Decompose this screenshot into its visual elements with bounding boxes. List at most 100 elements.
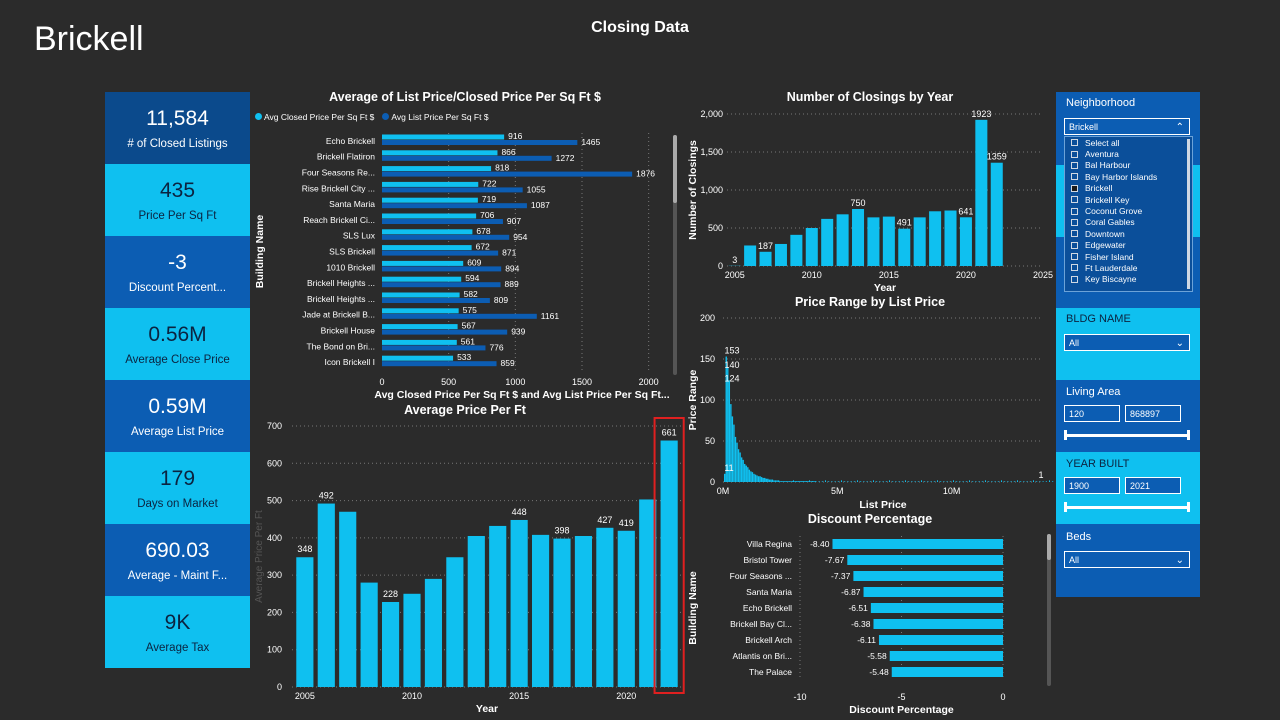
- bar: [905, 480, 906, 482]
- y-tick-label: 2,000: [700, 109, 723, 119]
- data-label: 609: [467, 257, 481, 267]
- category-label: Jade at Brickell B...: [302, 310, 375, 320]
- year-built-slider[interactable]: [1064, 502, 1190, 512]
- bar: [1045, 481, 1047, 482]
- slider-handle-min[interactable]: [1064, 430, 1067, 440]
- slider-handle-max[interactable]: [1187, 502, 1190, 512]
- data-label: -6.87: [841, 587, 861, 597]
- checkbox[interactable]: [1071, 207, 1078, 215]
- bar: [997, 481, 999, 482]
- chart-list-vs-closed[interactable]: 0 500 1000 1500 2000 Echo Brickell 916 1465 Bric…: [252, 125, 682, 405]
- bar: [532, 534, 550, 687]
- x-tick-label: 2015: [879, 270, 899, 280]
- neighborhood-option[interactable]: Downtown: [1065, 228, 1192, 239]
- living-area-max-input[interactable]: 868897: [1125, 405, 1181, 422]
- option-label: Key Biscayne: [1085, 274, 1137, 285]
- bar: [889, 651, 1003, 661]
- year-built-max-input[interactable]: 2021: [1125, 477, 1181, 494]
- bar-list: [382, 203, 527, 209]
- neighborhood-dropdown[interactable]: Brickell ⌃: [1064, 118, 1190, 135]
- neighborhood-option[interactable]: Coral Gables: [1065, 217, 1192, 228]
- neighborhood-option[interactable]: Key Biscayne: [1065, 274, 1192, 285]
- checkbox[interactable]: [1071, 275, 1078, 283]
- checkbox[interactable]: [1071, 218, 1078, 226]
- checkbox[interactable]: [1071, 173, 1078, 181]
- neighborhood-options-list[interactable]: Select all Aventura Bal Harbour Bay Harbor …: [1064, 136, 1193, 292]
- bar: [850, 481, 852, 482]
- kpi-label: Discount Percent...: [128, 281, 227, 294]
- slider-handle-min[interactable]: [1064, 502, 1067, 512]
- checkbox[interactable]: [1071, 139, 1078, 147]
- neighborhood-option[interactable]: Coconut Grove: [1065, 205, 1192, 216]
- kpi-card-maint-fee[interactable]: 690.03 Average - Maint F...: [105, 524, 250, 596]
- bar: [446, 557, 464, 687]
- bar-closed: [382, 229, 473, 235]
- data-label: 594: [465, 273, 479, 283]
- living-area-min-input[interactable]: 120: [1064, 405, 1120, 422]
- bar: [911, 481, 913, 482]
- kpi-value: 9K: [164, 610, 191, 634]
- y-tick-label: 200: [700, 313, 715, 323]
- chevron-up-icon: ⌃: [1175, 122, 1184, 133]
- x-tick-label: 1000: [505, 377, 525, 387]
- y-tick-label: 700: [267, 421, 282, 431]
- neighborhood-option[interactable]: Fisher Island: [1065, 251, 1192, 262]
- chart-discount-percentage[interactable]: -10 -5 0 Villa Regina -8.40 Bristol Tower -7.6…: [685, 528, 1055, 716]
- kpi-card-discount[interactable]: -3 Discount Percent...: [105, 236, 250, 308]
- bar: [821, 218, 834, 266]
- bar: [990, 162, 1003, 266]
- category-label: SLS Brickell: [329, 247, 375, 257]
- neighborhood-option[interactable]: Select all: [1065, 137, 1192, 148]
- checkbox[interactable]: [1071, 196, 1078, 204]
- bar: [898, 228, 911, 266]
- legend-item-closed[interactable]: Avg Closed Price Per Sq Ft $: [255, 112, 374, 122]
- option-label: Bay Harbor Islands: [1085, 171, 1158, 182]
- kpi-card-avg-list-price[interactable]: 0.59M Average List Price: [105, 380, 250, 452]
- bar: [946, 481, 948, 482]
- slider-handle-max[interactable]: [1187, 430, 1190, 440]
- data-label: 582: [464, 289, 478, 299]
- checkbox[interactable]: [1071, 161, 1078, 169]
- kpi-card-price-per-sqft[interactable]: 435 Price Per Sq Ft: [105, 164, 250, 236]
- neighborhood-option[interactable]: Brickell: [1065, 183, 1192, 194]
- neighborhood-option[interactable]: Bay Harbor Islands: [1065, 171, 1192, 182]
- legend-item-list[interactable]: Avg List Price Per Sq Ft $: [382, 112, 489, 122]
- beds-dropdown[interactable]: All ⌄: [1064, 551, 1190, 568]
- checkbox[interactable]: [1071, 230, 1078, 238]
- chart-closings-by-year[interactable]: 0 500 1,000 1,500 2,000 2005 2010 2015 2020 2025 3…: [685, 104, 1055, 294]
- bar: [807, 481, 809, 482]
- kpi-card-days-on-market[interactable]: 179 Days on Market: [105, 452, 250, 524]
- checkbox[interactable]: [1071, 241, 1078, 249]
- bar: [724, 473, 726, 482]
- kpi-card-closed-listings[interactable]: 11,584 # of Closed Listings: [105, 92, 250, 164]
- data-label: -5.58: [867, 651, 887, 661]
- checkbox[interactable]: [1071, 253, 1078, 261]
- kpi-value: 435: [159, 178, 196, 202]
- bar: [790, 481, 792, 482]
- data-label: 153: [724, 346, 739, 356]
- neighborhood-option[interactable]: Bal Harbour: [1065, 160, 1192, 171]
- neighborhood-option[interactable]: Edgewater: [1065, 240, 1192, 251]
- checkbox[interactable]: [1071, 184, 1078, 192]
- bar: [760, 477, 763, 482]
- data-label: 1055: [527, 184, 546, 194]
- bar: [1052, 481, 1054, 482]
- kpi-card-avg-close-price[interactable]: 0.56M Average Close Price: [105, 308, 250, 380]
- neighborhood-option[interactable]: Brickell Key: [1065, 194, 1192, 205]
- bar: [788, 481, 791, 482]
- chart-avg-price-per-ft[interactable]: 0 100 200 300 400 500 600 700 2005 2010 2015 2020 34…: [252, 416, 692, 716]
- bldg-dropdown[interactable]: All ⌄: [1064, 334, 1190, 351]
- living-area-slider[interactable]: [1064, 430, 1190, 440]
- kpi-card-avg-tax[interactable]: 9K Average Tax: [105, 596, 250, 668]
- list-scrollbar[interactable]: [1187, 139, 1190, 289]
- neighborhood-option[interactable]: Ft Lauderdale: [1065, 262, 1192, 273]
- checkbox[interactable]: [1071, 264, 1078, 272]
- bar: [751, 472, 754, 482]
- year-built-min-input[interactable]: 1900: [1064, 477, 1120, 494]
- data-label: 492: [319, 491, 334, 501]
- neighborhood-option[interactable]: Aventura: [1065, 148, 1192, 159]
- bar-list: [382, 187, 523, 193]
- x-axis-title: List Price: [859, 499, 906, 510]
- checkbox[interactable]: [1071, 150, 1078, 158]
